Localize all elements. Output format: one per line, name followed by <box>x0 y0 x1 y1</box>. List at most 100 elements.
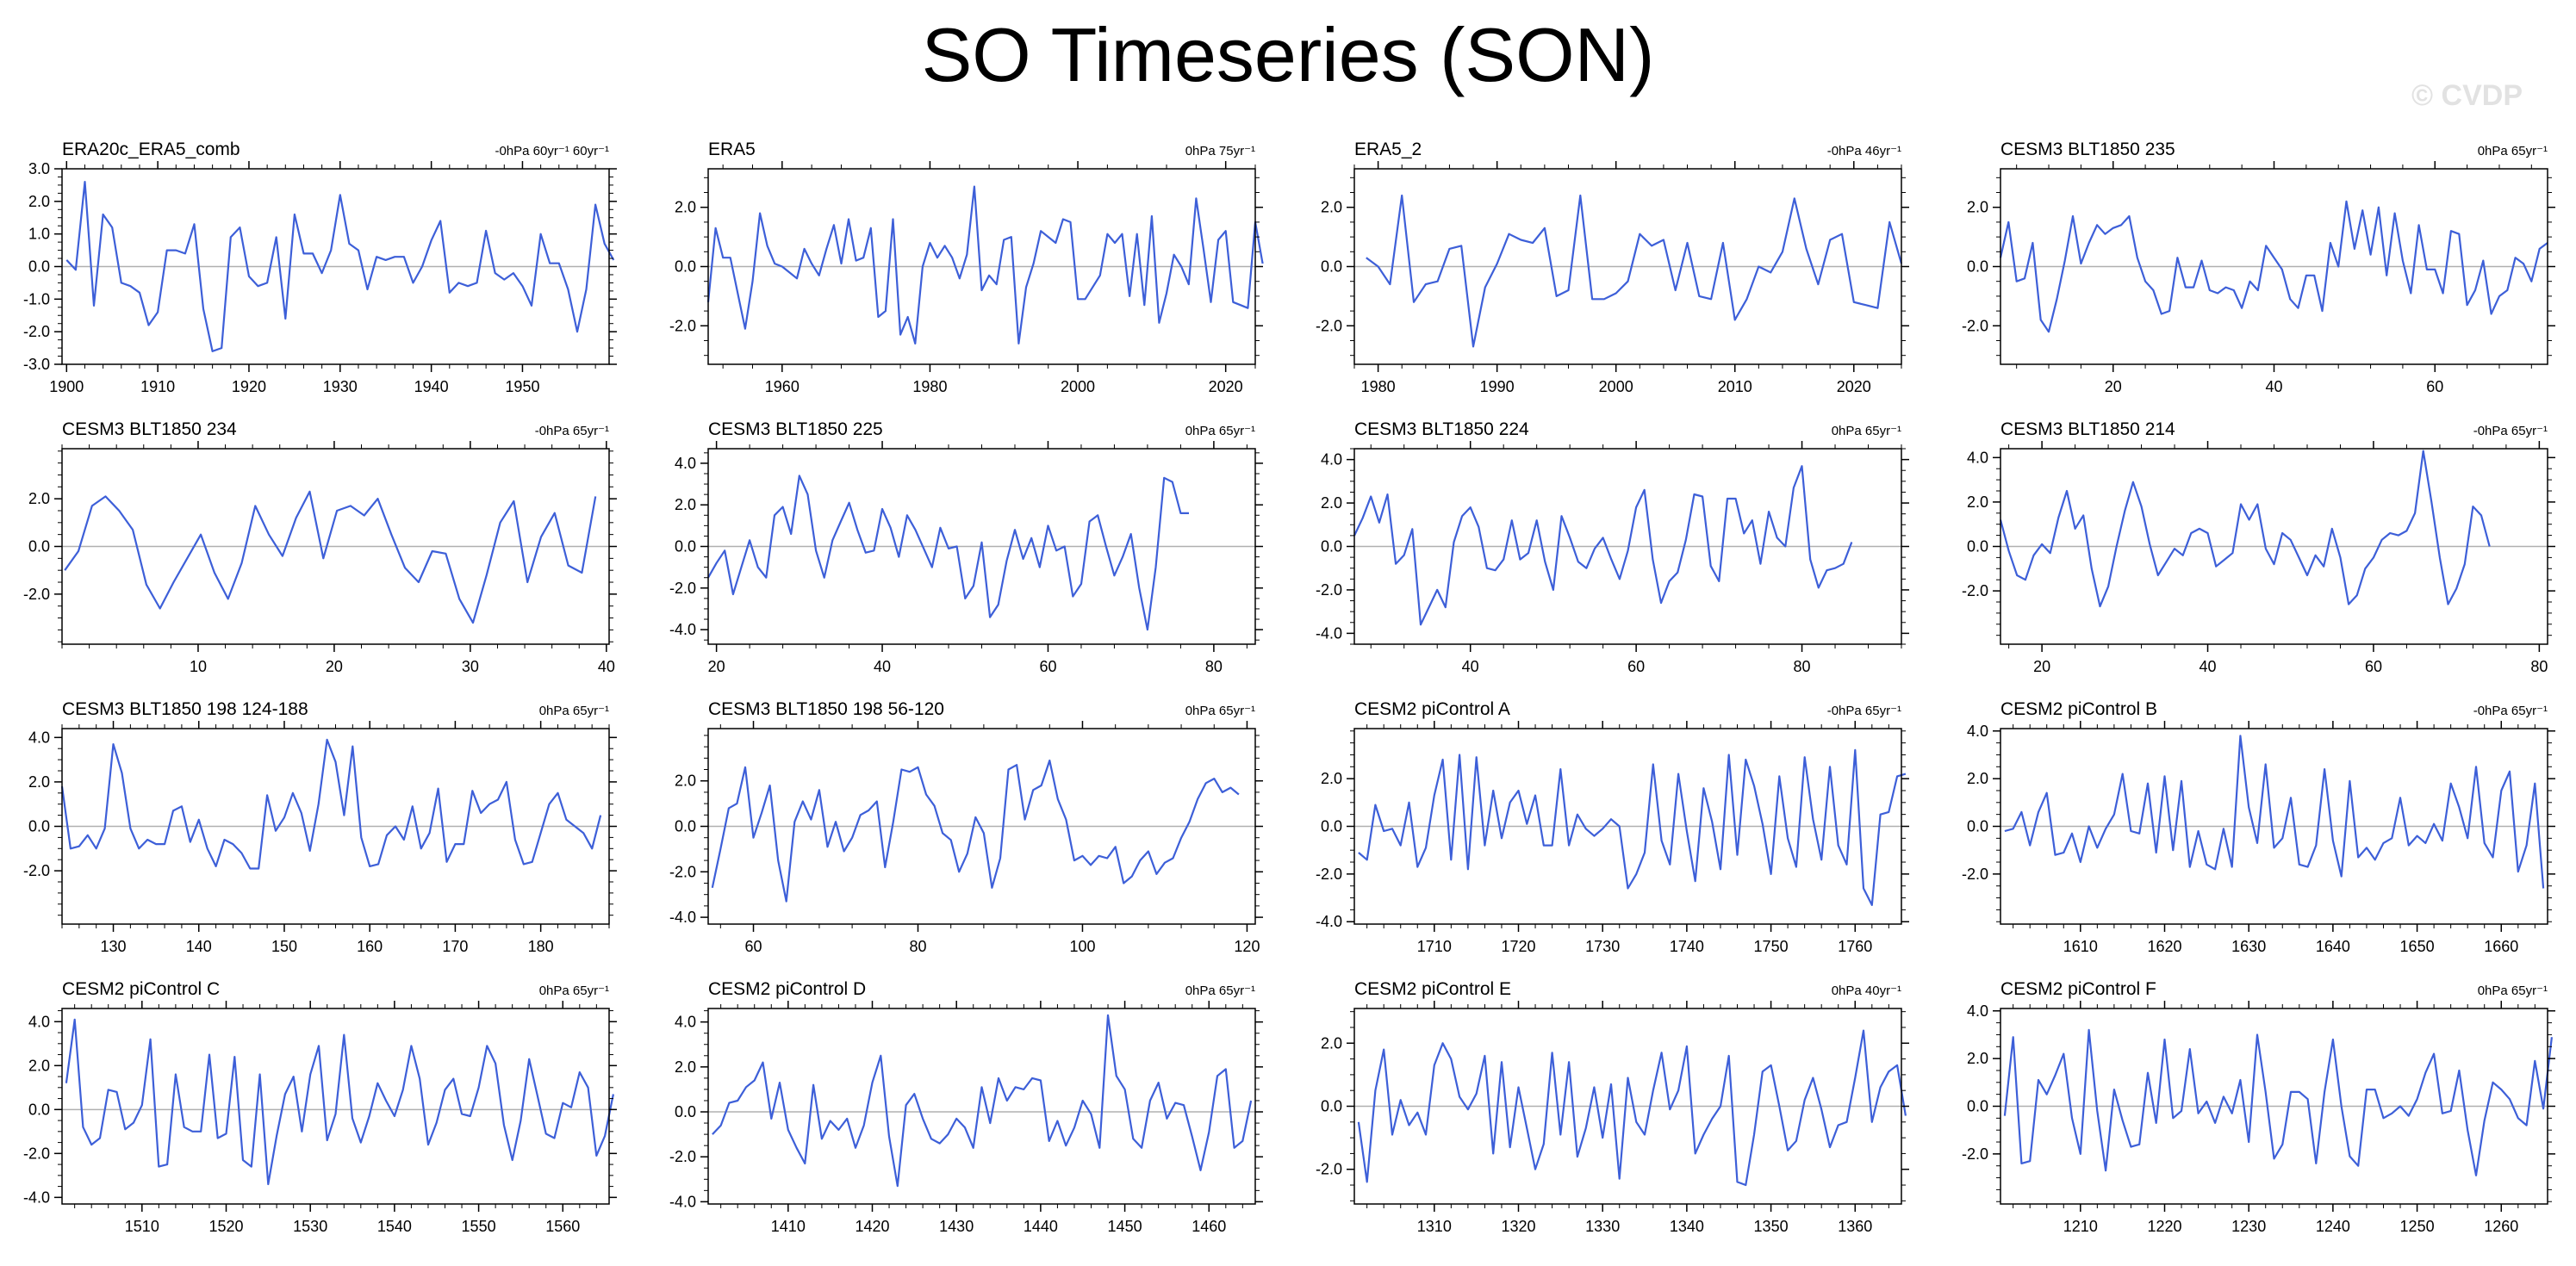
panel-title: CESM2 piControl B <box>2000 699 2157 719</box>
y-tick-label: 4.0 <box>1967 1002 1988 1020</box>
series-line <box>1353 465 1853 626</box>
series-line <box>1357 1029 1907 1187</box>
y-tick-label: 0.0 <box>1967 818 1988 835</box>
y-tick-label: -4.0 <box>23 1188 50 1206</box>
panel-14: -4.0 -2.0 0.0 2.0 4.0 1410 1420 1430 1440 1450 146… <box>669 979 1263 1235</box>
x-tick-label: 40 <box>2265 378 2282 395</box>
x-tick-label: 1360 <box>1838 1218 1872 1235</box>
series-line <box>60 738 602 870</box>
x-tick-label: 1230 <box>2231 1218 2266 1235</box>
y-tick-label: 1.0 <box>28 226 50 243</box>
x-tick-label: 1340 <box>1670 1218 1704 1235</box>
x-tick-label: 1220 <box>2147 1218 2181 1235</box>
panel-title: CESM3 BLT1850 234 <box>62 419 237 439</box>
x-tick-label: 180 <box>528 938 554 955</box>
panel-8: -2.0 0.0 2.0 4.0 20 40 60 80 CESM3 BLT1850 214 -0… <box>1962 419 2555 675</box>
y-tick-label: -4.0 <box>669 621 696 638</box>
x-tick-label: 2010 <box>1718 378 1752 395</box>
x-tick-label: 1610 <box>2063 938 2098 955</box>
y-tick-label: 2.0 <box>1967 493 1988 511</box>
panel-right-label: 0hPa 65yr⁻¹ <box>2478 984 2548 998</box>
panel-title: CESM3 BLT1850 225 <box>708 419 883 439</box>
y-tick-label: 4.0 <box>28 729 50 746</box>
series-line <box>1999 200 2548 333</box>
y-tick-label: 4.0 <box>675 1014 696 1031</box>
x-tick-label: 10 <box>190 658 207 675</box>
x-tick-label: 40 <box>874 658 891 675</box>
y-tick-label: 2.0 <box>675 199 696 216</box>
x-tick-label: 1710 <box>1417 938 1452 955</box>
x-tick-label: 1900 <box>49 378 84 395</box>
panel-right-label: 0hPa 65yr⁻¹ <box>2478 144 2548 158</box>
y-tick-label: 0.0 <box>1967 258 1988 276</box>
series-line <box>2003 1028 2553 1176</box>
y-tick-label: -4.0 <box>1316 624 1342 642</box>
series-line <box>65 1018 614 1186</box>
y-tick-label: 0.0 <box>28 818 50 835</box>
y-tick-label: 0.0 <box>675 538 696 555</box>
x-tick-label: 1410 <box>771 1218 806 1235</box>
panel-right-label: -0hPa 46yr⁻¹ <box>1827 144 1901 158</box>
x-tick-label: 1630 <box>2231 938 2266 955</box>
panel-right-label: -0hPa 65yr⁻¹ <box>535 424 609 438</box>
y-tick-label: -1.0 <box>23 290 50 307</box>
panel-title: CESM2 piControl E <box>1354 979 1511 999</box>
y-tick-label: 2.0 <box>28 773 50 791</box>
panel-right-label: 0hPa 65yr⁻¹ <box>1185 424 1255 438</box>
y-tick-label: 4.0 <box>1321 451 1342 469</box>
panel-9: -2.0 0.0 2.0 4.0 130 140 150 160 170 180 CESM3 BLT… <box>23 699 617 955</box>
x-tick-label: 2020 <box>1837 378 1871 395</box>
panel-right-label: 0hPa 65yr⁻¹ <box>1185 704 1255 718</box>
y-tick-label: 0.0 <box>28 258 50 276</box>
panel-right-label: -0hPa 60yr⁻¹ 60yr⁻¹ <box>495 144 609 158</box>
x-tick-label: 170 <box>442 938 468 955</box>
y-tick-label: 2.0 <box>1321 199 1342 216</box>
x-tick-label: 20 <box>708 658 725 675</box>
x-tick-label: 20 <box>2105 378 2122 395</box>
y-tick-label: 2.0 <box>1967 770 1988 787</box>
y-tick-label: 4.0 <box>28 1013 50 1030</box>
x-tick-label: 1920 <box>232 378 266 395</box>
series-line <box>711 759 1240 903</box>
y-tick-label: 0.0 <box>28 1101 50 1118</box>
y-tick-label: -2.0 <box>669 317 696 334</box>
panel-4: -2.0 0.0 2.0 20 40 60 CESM3 BLT1850 235 0hPa 65… <box>1962 140 2555 395</box>
y-tick-label: -4.0 <box>669 1193 696 1210</box>
panel-right-label: -0hPa 65yr⁻¹ <box>2473 424 2548 438</box>
x-tick-label: 1520 <box>208 1218 243 1235</box>
panel-title: CESM2 piControl D <box>708 979 866 999</box>
x-tick-label: 1980 <box>1361 378 1396 395</box>
y-tick-label: -3.0 <box>23 356 50 373</box>
y-tick-label: 2.0 <box>1967 199 1988 216</box>
plot-frame <box>61 1008 610 1205</box>
x-tick-label: 1420 <box>855 1218 889 1235</box>
x-tick-label: 1720 <box>1501 938 1535 955</box>
cvdp-watermark: © CVDP <box>2411 79 2523 112</box>
x-tick-label: 20 <box>326 658 343 675</box>
x-tick-label: 1960 <box>765 378 800 395</box>
y-tick-label: -2.0 <box>1962 1145 1988 1163</box>
y-tick-label: 2.0 <box>1321 770 1342 787</box>
panel-right-label: -0hPa 65yr⁻¹ <box>2473 704 2548 718</box>
y-tick-label: 0.0 <box>1321 258 1342 276</box>
x-tick-label: 2000 <box>1061 378 1095 395</box>
panel-right-label: 0hPa 65yr⁻¹ <box>539 984 609 998</box>
x-tick-label: 30 <box>462 658 479 675</box>
y-tick-label: 4.0 <box>675 455 696 472</box>
panel-15: -2.0 0.0 2.0 1310 1320 1330 1340 1350 1360 CESM2 … <box>1316 979 1909 1235</box>
x-tick-label: 1910 <box>140 378 175 395</box>
x-tick-label: 150 <box>271 938 297 955</box>
panel-right-label: 0hPa 75yr⁻¹ <box>1185 144 1255 158</box>
panel-16: -2.0 0.0 2.0 4.0 1210 1220 1230 1240 1250 1260 CES… <box>1962 979 2555 1235</box>
y-tick-label: 4.0 <box>1967 723 1988 740</box>
series-line <box>2004 735 2545 889</box>
y-tick-label: 0.0 <box>1321 818 1342 835</box>
y-tick-label: 0.0 <box>675 818 696 835</box>
x-tick-label: 60 <box>2426 378 2443 395</box>
y-tick-label: 0.0 <box>675 1103 696 1120</box>
panel-right-label: 0hPa 65yr⁻¹ <box>539 704 609 718</box>
y-tick-label: -2.0 <box>669 580 696 597</box>
x-tick-label: 60 <box>2365 658 2382 675</box>
x-tick-label: 1350 <box>1754 1218 1789 1235</box>
